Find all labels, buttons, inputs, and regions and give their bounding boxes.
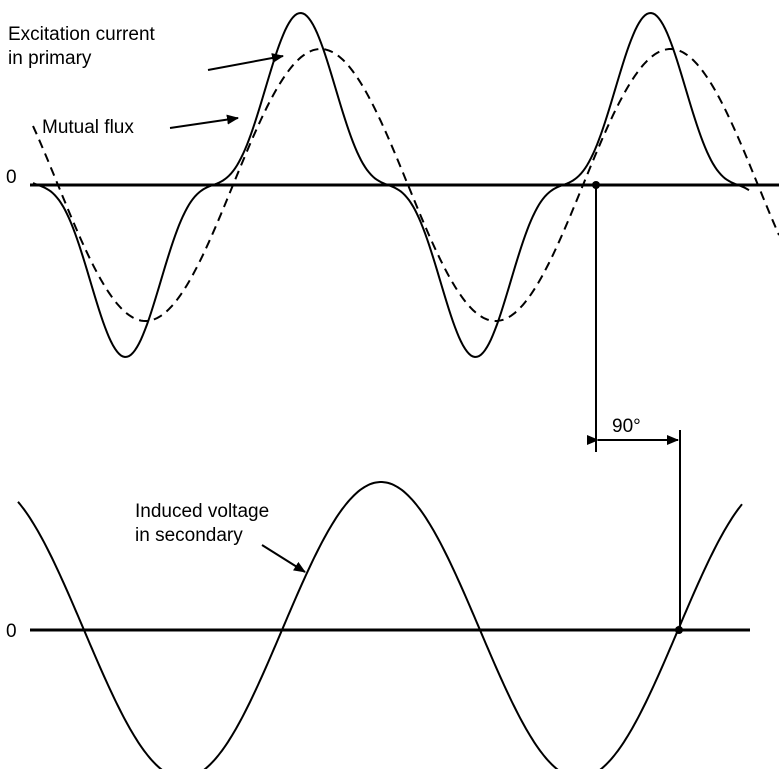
label: in secondary [135,525,243,546]
label: Excitation current [8,24,156,45]
point [592,181,600,189]
zero-label: 0 [6,167,17,188]
induced-voltage-curve [17,481,743,769]
phase-label: 90° [612,416,641,437]
pointer-arrow [207,53,284,71]
zero-label: 0 [6,621,17,642]
excitation-current-curve [32,11,750,359]
point [675,626,683,634]
label: Induced voltage [135,501,269,522]
mutual-flux-curve [32,48,779,322]
label: Mutual flux [42,117,134,138]
pointer-arrow [261,544,306,573]
label: in primary [8,48,92,69]
pointer-arrow [169,114,239,129]
